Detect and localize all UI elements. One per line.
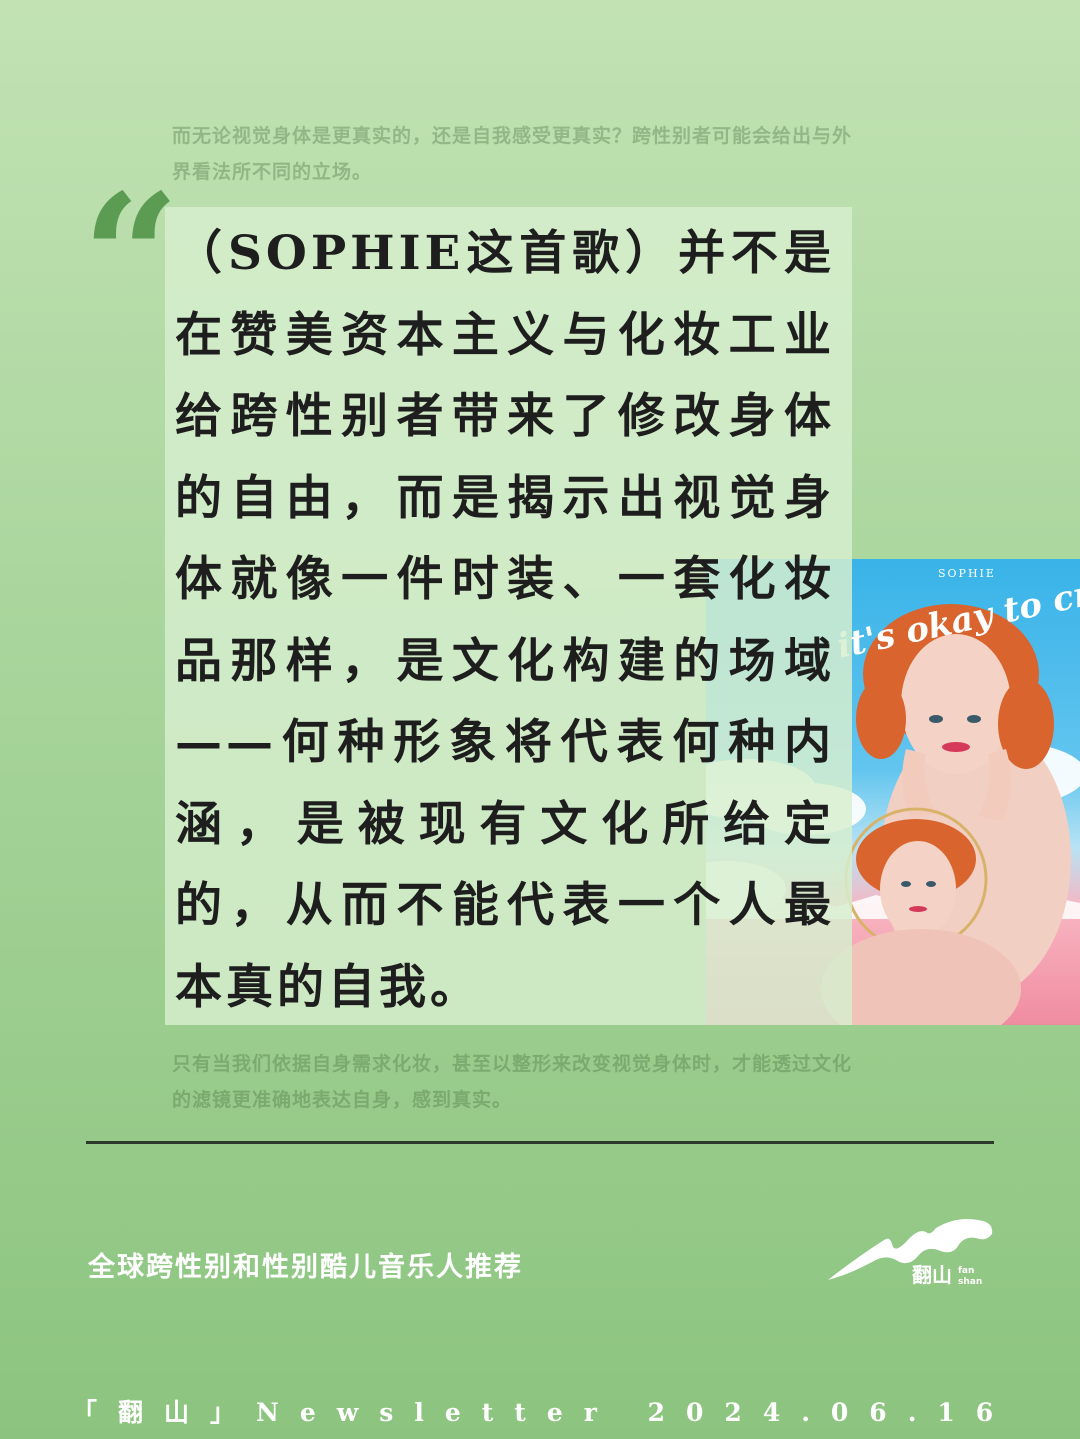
quote-card: （SOPHIE这首歌）并不是在赞美资本主义与化妆工业给跨性别者带来了修改身体的自… — [165, 207, 852, 1025]
album-artist: SOPHIE — [938, 567, 996, 580]
fanshan-logo: 翻山 fan shan — [826, 1210, 996, 1290]
faded-paragraph-top: 而无论视觉身体是更真实的，还是自我感受更真实？跨性别者可能会给出与外界看法所不同… — [172, 125, 853, 183]
quote-mark-icon: “ — [82, 157, 180, 357]
divider-line — [86, 1141, 994, 1144]
portrait-figure-lower — [821, 807, 1021, 1025]
newsletter-footer: 「翻山」Newsletter 2024.06.16 — [72, 1398, 1015, 1427]
mountain-logo-icon: 翻山 fan shan — [828, 1219, 993, 1287]
series-title: 全球跨性别和性别酷儿音乐人推荐 — [88, 1252, 523, 1283]
logo-text-en-1: fan — [958, 1266, 974, 1276]
portrait-figure-upper — [856, 604, 1071, 999]
quote-text: （SOPHIE这首歌）并不是在赞美资本主义与化妆工业给跨性别者带来了修改身体的自… — [175, 226, 835, 1015]
faded-paragraph-bottom: 只有当我们依据自身需求化妆，甚至以整形来改变视觉身体时，才能透过文化的滤镜更准确… — [172, 1053, 853, 1111]
logo-text-en-2: shan — [958, 1277, 982, 1287]
logo-text: 翻山 — [912, 1263, 952, 1287]
